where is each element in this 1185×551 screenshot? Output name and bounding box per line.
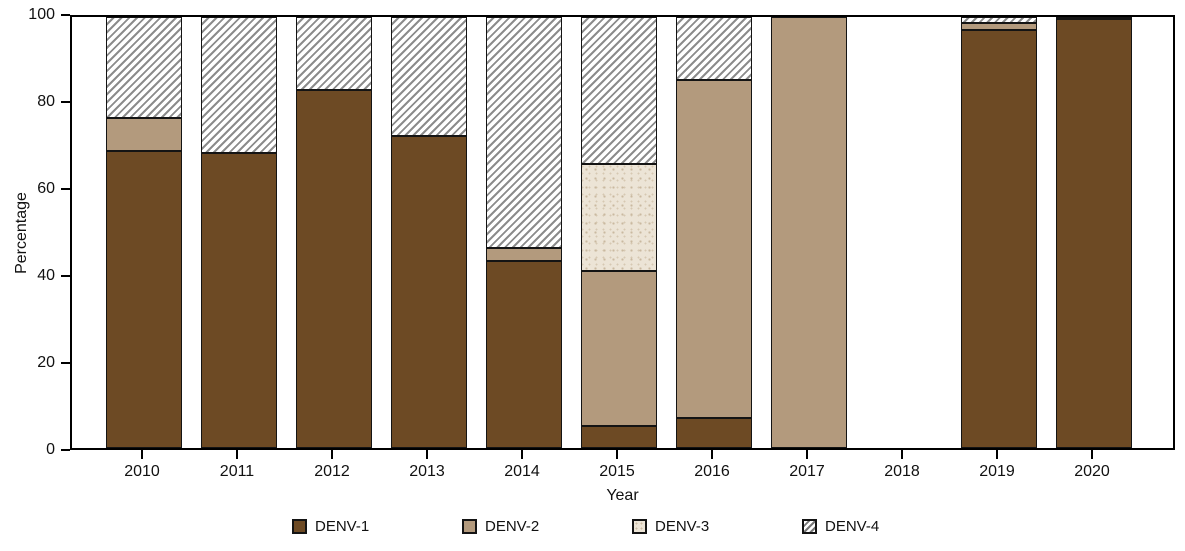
x-tick-label: 2011 [219,463,255,480]
x-tick-mark [806,450,808,459]
bar-segment-denv-2 [486,247,562,261]
bar-segment-denv-1 [391,135,467,448]
x-tick-label: 2019 [979,463,1015,480]
x-tick-mark [711,450,713,459]
legend-swatch-denv-4-icon [802,519,817,534]
bar-segment-denv-1 [106,150,182,448]
bar-2017 [771,17,847,448]
bar-2012 [296,17,372,448]
x-tick-mark [141,450,143,459]
y-tick-mark [61,362,70,364]
x-tick-mark [521,450,523,459]
x-tick-label: 2013 [409,463,445,480]
legend: DENV-1 DENV-2 DENV-3 DENV-4 [292,518,972,535]
bar-segment-denv-2 [106,118,182,151]
bar-segment-denv-4 [676,17,752,80]
bar-segment-denv-4 [201,17,277,153]
x-tick-label: 2015 [599,463,635,480]
bar-segment-denv-1 [676,417,752,448]
bar-2013 [391,17,467,448]
x-tick-label: 2010 [124,463,160,480]
y-tick-label: 40 [37,267,55,284]
bar-segment-denv-4 [486,17,562,248]
bar-segment-denv-2 [771,17,847,448]
x-tick-label: 2012 [314,463,350,480]
bar-segment-denv-2 [961,23,1037,30]
bar-segment-denv-2 [676,79,752,418]
bar-2011 [201,17,277,448]
y-tick-label: 60 [37,180,55,197]
legend-item-denv-3: DENV-3 [632,518,802,535]
bar-segment-denv-4 [1056,17,1132,20]
y-tick-mark [61,449,70,451]
legend-label-denv-1: DENV-1 [315,518,370,535]
x-tick-mark [331,450,333,459]
bar-2019 [961,17,1037,448]
x-tick-mark [426,450,428,459]
bar-2010 [106,17,182,448]
y-tick-mark [61,275,70,277]
x-axis-title: Year [606,487,639,504]
y-tick-label: 80 [37,93,55,110]
legend-item-denv-1: DENV-1 [292,518,462,535]
bar-segment-denv-1 [581,426,657,448]
y-tick-mark [61,14,70,16]
x-tick-label: 2016 [694,463,730,480]
bar-2020 [1056,17,1132,448]
bar-segment-denv-1 [201,152,277,448]
bar-segment-denv-1 [1056,19,1132,448]
x-tick-label: 2017 [789,463,825,480]
x-tick-mark [236,450,238,459]
bar-2014 [486,17,562,448]
x-tick-label: 2020 [1074,463,1110,480]
legend-label-denv-2: DENV-2 [485,518,540,535]
x-tick-mark [996,450,998,459]
x-tick-label: 2018 [884,463,920,480]
bar-segment-denv-4 [391,17,467,136]
x-tick-mark [616,450,618,459]
y-tick-label: 100 [28,6,55,23]
legend-swatch-denv-2-icon [462,519,477,534]
bar-segment-denv-4 [106,17,182,119]
legend-swatch-denv-1-icon [292,519,307,534]
x-tick-mark [1091,450,1093,459]
legend-item-denv-2: DENV-2 [462,518,632,535]
bar-segment-denv-2 [581,271,657,427]
plot-area [70,15,1175,450]
y-tick-mark [61,101,70,103]
x-tick-mark [901,450,903,459]
legend-item-denv-4: DENV-4 [802,518,972,535]
x-tick-label: 2014 [504,463,540,480]
bar-segment-denv-1 [486,260,562,448]
bar-segment-denv-4 [961,17,1037,24]
y-tick-label: 0 [46,441,55,458]
bar-segment-denv-4 [296,17,372,91]
legend-label-denv-4: DENV-4 [825,518,880,535]
bar-segment-denv-1 [961,29,1037,448]
y-tick-label: 20 [37,354,55,371]
y-tick-mark [61,188,70,190]
bar-segment-denv-3 [581,163,657,272]
bar-segment-denv-1 [296,90,372,448]
bar-2016 [676,17,752,448]
bar-2015 [581,17,657,448]
legend-label-denv-3: DENV-3 [655,518,710,535]
legend-swatch-denv-3-icon [632,519,647,534]
bar-segment-denv-4 [581,17,657,164]
